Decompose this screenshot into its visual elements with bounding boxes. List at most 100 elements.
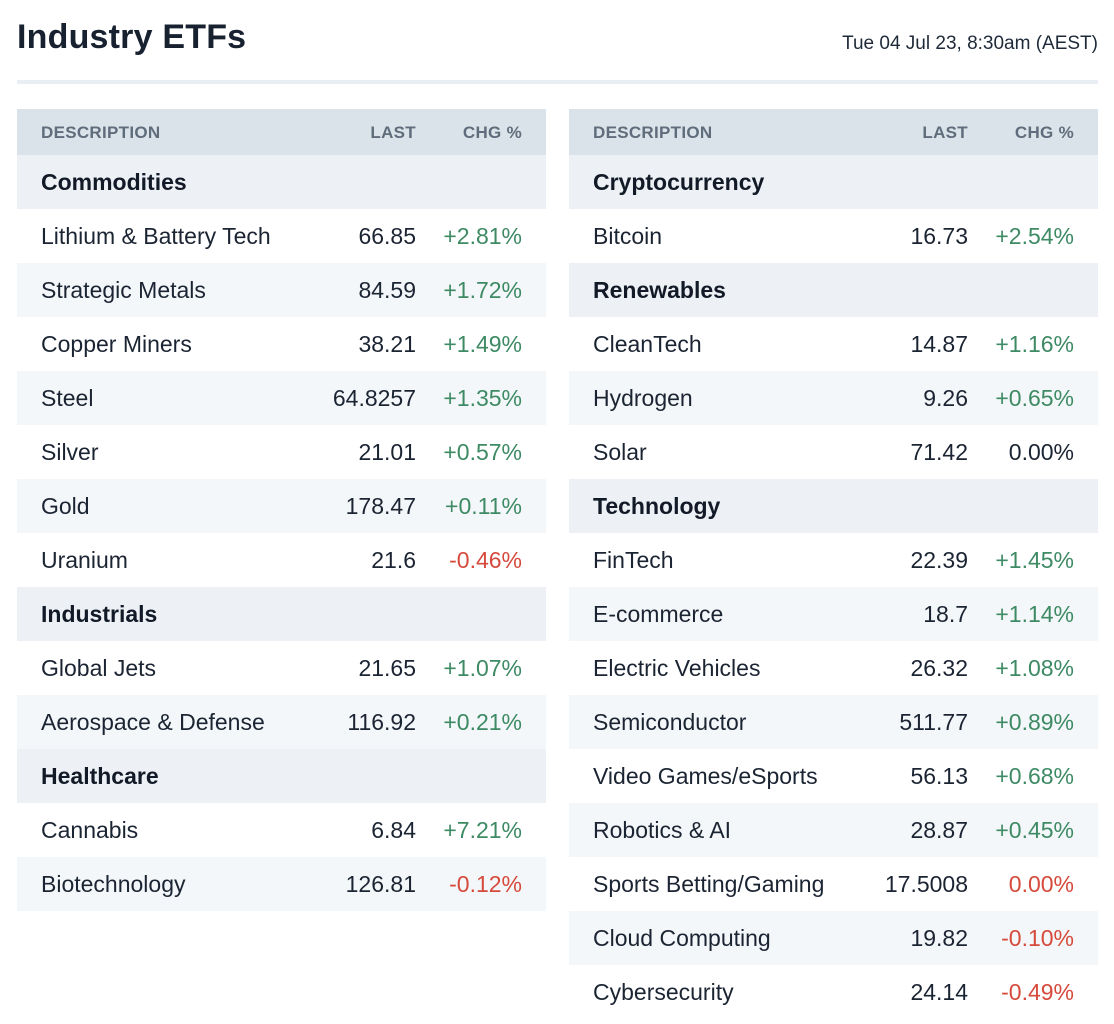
table-row[interactable]: Cannabis 6.84 +7.21% [17, 803, 546, 857]
table-row[interactable]: Aerospace & Defense 116.92 +0.21% [17, 695, 546, 749]
table-row[interactable]: Semiconductor 511.77 +0.89% [569, 695, 1098, 749]
etf-name[interactable]: Cybersecurity [593, 979, 734, 1005]
last-price: 66.85 [358, 223, 416, 249]
etf-name[interactable]: Sports Betting/Gaming [593, 871, 825, 897]
etf-name[interactable]: Cloud Computing [593, 925, 771, 951]
etf-name[interactable]: Semiconductor [593, 709, 747, 735]
etf-name[interactable]: Global Jets [41, 655, 157, 681]
change-percent: +1.49% [443, 331, 522, 357]
last-price: 22.39 [910, 547, 968, 573]
category-label: Industrials [41, 601, 158, 627]
table-row[interactable]: Cloud Computing 19.82 -0.10% [569, 911, 1098, 965]
table-row[interactable]: Lithium & Battery Tech 66.85 +2.81% [17, 209, 546, 263]
last-price: 6.84 [371, 817, 416, 843]
last-price: 71.42 [910, 439, 968, 465]
column-header-last[interactable]: LAST [370, 123, 416, 142]
change-percent: -0.49% [1001, 979, 1074, 1005]
last-price: 116.92 [347, 709, 416, 735]
change-percent: -0.12% [449, 871, 522, 897]
change-percent: +7.21% [443, 817, 522, 843]
column-header-last[interactable]: LAST [922, 123, 968, 142]
etf-name[interactable]: Cannabis [41, 817, 139, 843]
page-title: Industry ETFs [17, 18, 247, 56]
etf-name[interactable]: Electric Vehicles [593, 655, 761, 681]
table-row[interactable]: Silver 21.01 +0.57% [17, 425, 546, 479]
etf-name[interactable]: Bitcoin [593, 223, 663, 249]
change-percent: +1.45% [995, 547, 1074, 573]
etf-table-right: DESCRIPTION LAST CHG % Cryptocurrency Bit… [569, 109, 1098, 1019]
category-label: Renewables [593, 277, 726, 303]
table-row[interactable]: CleanTech 14.87 +1.16% [569, 317, 1098, 371]
table-row[interactable]: Hydrogen 9.26 +0.65% [569, 371, 1098, 425]
table-row[interactable]: Steel 64.8257 +1.35% [17, 371, 546, 425]
etf-name[interactable]: Hydrogen [593, 385, 693, 411]
category-label: Healthcare [41, 763, 159, 789]
etf-name[interactable]: Biotechnology [41, 871, 186, 897]
table-header: DESCRIPTION LAST CHG % [17, 109, 546, 155]
last-price: 24.14 [910, 979, 968, 1005]
last-price: 511.77 [899, 709, 968, 735]
table-row[interactable]: Solar 71.42 0.00% [569, 425, 1098, 479]
column-header-description[interactable]: DESCRIPTION [41, 123, 161, 142]
last-price: 38.21 [358, 331, 416, 357]
last-price: 56.13 [910, 763, 968, 789]
etf-name[interactable]: Gold [41, 493, 90, 519]
last-price: 19.82 [910, 925, 968, 951]
table-row[interactable]: Copper Miners 38.21 +1.49% [17, 317, 546, 371]
table-row[interactable]: FinTech 22.39 +1.45% [569, 533, 1098, 587]
last-price: 84.59 [358, 277, 416, 303]
table-row[interactable]: E-commerce 18.7 +1.14% [569, 587, 1098, 641]
table-row[interactable]: Cybersecurity 24.14 -0.49% [569, 965, 1098, 1019]
etf-name[interactable]: FinTech [593, 547, 674, 573]
table-row[interactable]: Uranium 21.6 -0.46% [17, 533, 546, 587]
change-percent: +0.57% [443, 439, 522, 465]
last-price: 14.87 [910, 331, 968, 357]
category-row: Commodities [17, 155, 546, 209]
last-price: 21.01 [358, 439, 416, 465]
last-price: 18.7 [923, 601, 968, 627]
category-row: Industrials [17, 587, 546, 641]
table-row[interactable]: Global Jets 21.65 +1.07% [17, 641, 546, 695]
etf-name[interactable]: Aerospace & Defense [41, 709, 265, 735]
column-header-change[interactable]: CHG % [1014, 123, 1074, 142]
table-row[interactable]: Sports Betting/Gaming 17.5008 0.00% [569, 857, 1098, 911]
change-percent: +0.11% [445, 493, 522, 519]
change-percent: +0.45% [995, 817, 1074, 843]
last-price: 64.8257 [332, 385, 416, 411]
etf-name[interactable]: Video Games/eSports [593, 763, 818, 789]
table-row[interactable]: Video Games/eSports 56.13 +0.68% [569, 749, 1098, 803]
etf-name[interactable]: Robotics & AI [593, 817, 732, 843]
change-percent: +1.35% [443, 385, 522, 411]
table-row[interactable]: Robotics & AI 28.87 +0.45% [569, 803, 1098, 857]
etf-name[interactable]: Silver [41, 439, 99, 465]
etf-name[interactable]: Steel [41, 385, 94, 411]
etf-name[interactable]: Lithium & Battery Tech [41, 223, 271, 249]
last-price: 21.6 [371, 547, 416, 573]
category-row: Technology [569, 479, 1098, 533]
table-body: Cryptocurrency Bitcoin 16.73 +2.54% Renewabl… [569, 155, 1098, 1019]
last-price: 26.32 [910, 655, 968, 681]
change-percent: +1.07% [443, 655, 522, 681]
table-row[interactable]: Bitcoin 16.73 +2.54% [569, 209, 1098, 263]
table-row[interactable]: Biotechnology 126.81 -0.12% [17, 857, 546, 911]
last-price: 9.26 [923, 385, 968, 411]
table-row[interactable]: Electric Vehicles 26.32 +1.08% [569, 641, 1098, 695]
change-percent: -0.46% [449, 547, 522, 573]
timestamp: Tue 04 Jul 23, 8:30am (AEST) [842, 33, 1098, 54]
last-price: 21.65 [358, 655, 416, 681]
etf-table-left: DESCRIPTION LAST CHG % Commodities Lithiu… [17, 109, 546, 911]
etf-name[interactable]: E-commerce [593, 601, 724, 627]
change-percent: +0.21% [443, 709, 522, 735]
table-row[interactable]: Strategic Metals 84.59 +1.72% [17, 263, 546, 317]
etf-name[interactable]: Strategic Metals [41, 277, 206, 303]
category-label: Technology [593, 493, 721, 519]
table-row[interactable]: Gold 178.47 +0.11% [17, 479, 546, 533]
etf-name[interactable]: CleanTech [593, 331, 702, 357]
etf-name[interactable]: Uranium [41, 547, 128, 573]
last-price: 17.5008 [884, 871, 968, 897]
etf-name[interactable]: Copper Miners [41, 331, 192, 357]
change-percent: -0.10% [1001, 925, 1074, 951]
column-header-description[interactable]: DESCRIPTION [593, 123, 713, 142]
etf-name[interactable]: Solar [593, 439, 647, 465]
column-header-change[interactable]: CHG % [462, 123, 522, 142]
